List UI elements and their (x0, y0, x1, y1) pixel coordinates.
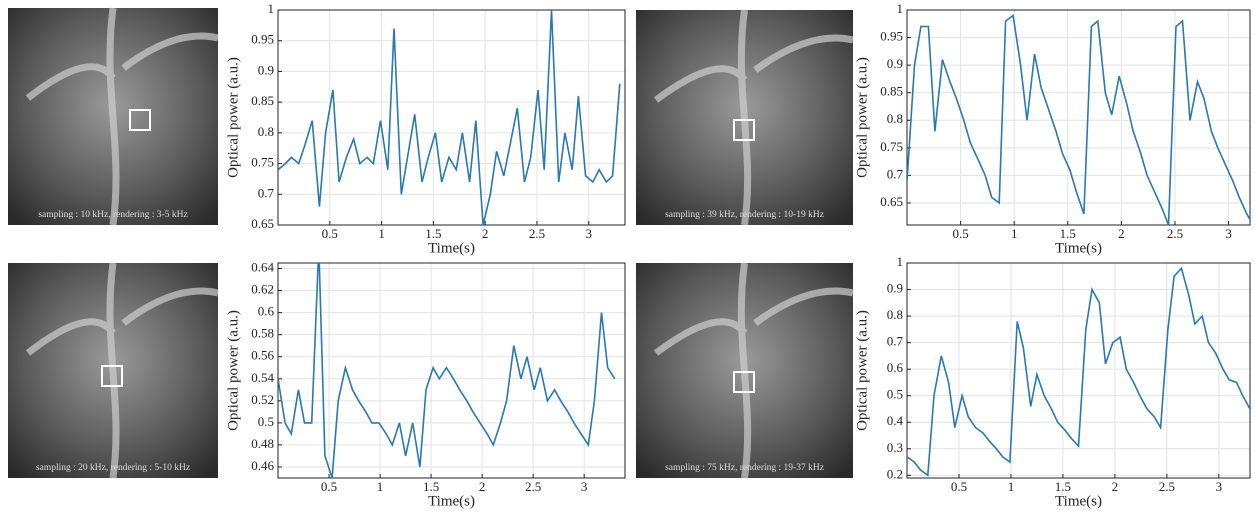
vessels (25, 262, 219, 479)
x-tick-label: 2.5 (525, 479, 541, 494)
y-tick-label: 0.95 (880, 29, 903, 44)
image-caption: sampling : 39 kHz, rendering : 10-19 kHz (665, 210, 824, 220)
x-axis-label: Time(s) (428, 240, 475, 256)
y-axis-label: Optical power (a.u.) (225, 57, 241, 178)
y-tick-label: 0.65 (880, 194, 903, 209)
y-tick-label: 0.75 (251, 155, 274, 170)
y-tick-label: 0.46 (251, 458, 274, 473)
y-tick-label: 0.54 (251, 370, 274, 385)
x-tick-label: 2 (482, 226, 489, 241)
x-tick-label: 2 (1112, 479, 1119, 494)
y-tick-label: 0.75 (880, 139, 903, 154)
y-tick-label: 0.5 (887, 387, 903, 402)
y-axis-label: Optical power (a.u.) (854, 310, 870, 431)
y-tick-label: 1 (897, 254, 904, 269)
x-tick-label: 1 (378, 226, 385, 241)
x-tick-label: 3 (1225, 226, 1232, 241)
y-tick-label: 0.5 (258, 414, 274, 429)
y-tick-label: 0.9 (887, 56, 903, 71)
y-axis-label: Optical power (a.u.) (854, 57, 870, 178)
y-tick-label: 0.7 (258, 185, 275, 200)
image-caption: sampling : 75 kHz, rendering : 19-37 kHz (665, 463, 824, 473)
x-tick-label: 2.5 (1167, 226, 1183, 241)
plot-frame (277, 262, 626, 479)
plot-frame (906, 262, 1251, 479)
x-tick-label: 3 (1216, 479, 1223, 494)
image-caption: sampling : 10 kHz, rendering : 3-5 kHz (38, 210, 187, 220)
y-tick-label: 0.6 (887, 360, 904, 375)
x-tick-label: 0.5 (321, 479, 337, 494)
y-tick-label: 0.6 (258, 304, 275, 319)
x-tick-label: 3 (585, 226, 592, 241)
y-tick-label: 0.65 (251, 216, 274, 231)
x-tick-label: 0.5 (322, 226, 338, 241)
roi-box (733, 119, 755, 141)
x-tick-label: 2.5 (1159, 479, 1175, 494)
x-axis-label: Time(s) (428, 493, 475, 509)
y-tick-label: 0.4 (887, 413, 904, 428)
plot-area (277, 9, 626, 226)
vessels (25, 7, 219, 226)
y-tick-label: 0.64 (251, 259, 274, 274)
x-tick-label: 1.5 (1060, 226, 1076, 241)
y-tick-label: 0.48 (251, 436, 274, 451)
x-tick-label: 1.5 (423, 479, 439, 494)
x-tick-label: 0.5 (951, 479, 967, 494)
y-tick-label: 0.58 (251, 326, 274, 341)
y-tick-label: 0.85 (251, 93, 274, 108)
data-line (907, 14, 1250, 225)
y-tick-label: 0.62 (251, 282, 274, 297)
x-tick-label: 1 (377, 479, 384, 494)
y-tick-label: 1 (268, 1, 275, 16)
y-tick-label: 0.56 (251, 348, 274, 363)
plot-frame (906, 9, 1251, 226)
y-tick-label: 0.9 (887, 281, 903, 296)
plot-area (906, 9, 1251, 226)
data-line (278, 10, 621, 225)
y-tick-label: 0.8 (887, 111, 903, 126)
x-tick-label: 1 (1008, 479, 1015, 494)
image-caption: sampling : 20 kHz, rendering : 5-10 kHz (36, 463, 190, 473)
y-tick-label: 0.7 (887, 166, 904, 181)
roi-box (733, 371, 755, 393)
y-tick-label: 0.9 (258, 62, 274, 77)
plot-area (277, 262, 626, 479)
x-tick-label: 2 (479, 479, 486, 494)
y-tick-label: 0.52 (251, 392, 274, 407)
y-tick-label: 0.2 (887, 466, 903, 481)
y-tick-label: 1 (897, 1, 904, 16)
x-tick-label: 1.5 (1055, 479, 1071, 494)
plot-frame (277, 9, 626, 226)
x-tick-label: 2.5 (529, 226, 545, 241)
data-line (278, 263, 616, 478)
y-axis-label: Optical power (a.u.) (225, 310, 241, 431)
x-tick-label: 1 (1011, 226, 1018, 241)
y-tick-label: 0.7 (887, 334, 904, 349)
y-tick-label: 0.85 (880, 84, 903, 99)
x-tick-label: 3 (581, 479, 588, 494)
y-tick-label: 0.95 (251, 32, 274, 47)
x-axis-label: Time(s) (1055, 240, 1102, 256)
data-line (907, 266, 1250, 477)
roi-box (101, 365, 123, 387)
x-axis-label: Time(s) (1055, 493, 1102, 509)
y-tick-label: 0.3 (887, 440, 903, 455)
x-tick-label: 1.5 (425, 226, 441, 241)
y-tick-label: 0.8 (258, 124, 274, 139)
y-tick-label: 0.8 (887, 307, 903, 322)
roi-box (129, 109, 151, 131)
x-tick-label: 0.5 (952, 226, 968, 241)
x-tick-label: 2 (1118, 226, 1125, 241)
